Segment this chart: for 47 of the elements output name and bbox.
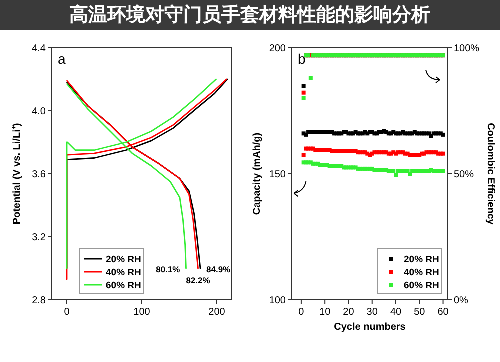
y2-tick-label: 100%	[454, 44, 480, 54]
point	[441, 169, 446, 174]
y-tick-label: 150	[269, 170, 286, 180]
x-tick-label: 30	[366, 307, 378, 318]
x-tick-label: 40	[390, 307, 402, 318]
x-tick-label: 0	[298, 307, 305, 318]
x-tick-label: 200	[208, 307, 226, 318]
y2-axis-title: Coulombic Efficiency	[485, 123, 496, 226]
x-tick-label: 20	[343, 307, 355, 318]
x-tick-label: 0	[64, 307, 70, 318]
legend-label: 20% RH	[106, 254, 142, 266]
y-tick-label: 3.2	[32, 232, 46, 244]
annotation: a	[58, 51, 66, 67]
x-tick-label: 100	[134, 307, 151, 318]
annotation: 82.2%	[186, 276, 211, 286]
x-tick-label: 50	[414, 307, 426, 318]
annotation: b	[298, 51, 306, 67]
y2-tick-label: 50%	[454, 170, 474, 180]
point	[394, 173, 398, 178]
y-tick-label: 200	[269, 44, 286, 54]
point	[392, 169, 396, 174]
point	[441, 132, 446, 137]
legend-label: 60% RH	[404, 280, 440, 292]
point	[302, 153, 306, 158]
y-tick-label: 2.8	[32, 296, 46, 306]
legend-label: 60% RH	[106, 280, 142, 292]
y-axis-title: Capacity (mAh/g)	[252, 132, 263, 216]
legend-label: 20% RH	[404, 254, 440, 266]
point	[308, 76, 313, 80]
legend-label: 40% RH	[106, 268, 142, 278]
y-axis-title: Potential (V vs. Li/Li⁺)	[12, 123, 23, 225]
x-tick-label: 10	[320, 307, 332, 318]
y-tick-label: 4.0	[32, 106, 46, 118]
y-tick-label: 100	[269, 296, 286, 306]
point	[302, 96, 306, 100]
y-tick-label: 4.4	[32, 44, 46, 54]
annotation: 84.9%	[206, 264, 232, 274]
y2-tick-label: 0%	[454, 296, 469, 306]
x-axis-title: Cycle numbers	[334, 322, 406, 333]
point	[441, 152, 446, 156]
x-tick-label: 60	[438, 307, 450, 318]
annotation: 80.1%	[156, 264, 181, 274]
y-tick-label: 3.6	[32, 170, 46, 180]
point	[302, 84, 306, 88]
legend-label: 40% RH	[404, 268, 440, 278]
chart-title: 高温环境对守门员手套材料性能的影响分析	[70, 4, 430, 26]
point	[302, 90, 306, 95]
